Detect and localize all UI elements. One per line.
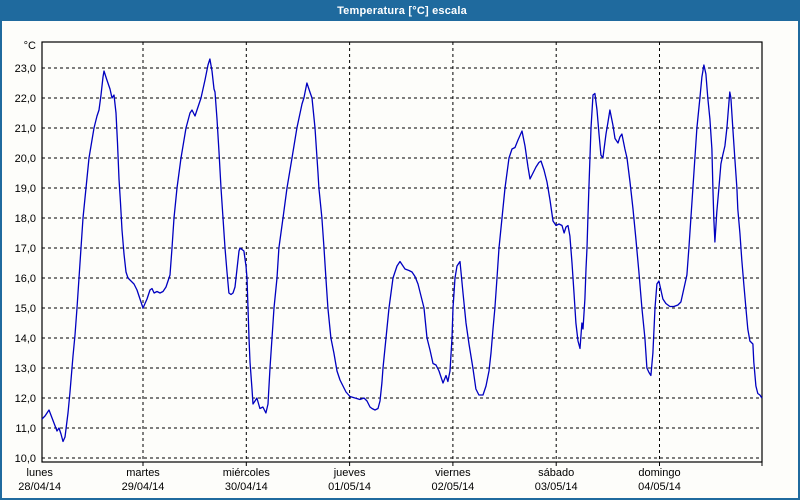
y-tick-label: 15,0 <box>15 303 36 315</box>
x-date-label: 03/05/14 <box>535 481 578 493</box>
x-date-label: 29/04/14 <box>122 481 165 493</box>
y-tick-label: 20,0 <box>15 153 36 165</box>
plot-frame <box>41 41 763 463</box>
window-title: Temperatura [°C] escala <box>337 4 467 17</box>
x-date-label: 02/05/14 <box>431 481 474 493</box>
y-tick-label: 11,0 <box>15 423 36 435</box>
x-day-label: martes <box>126 467 160 479</box>
x-day-label: jueves <box>333 467 366 479</box>
x-date-label: 04/05/14 <box>638 481 681 493</box>
y-axis-unit-label: °C <box>24 40 36 52</box>
y-tick-label: 23,0 <box>15 63 36 75</box>
x-day-label: domingo <box>638 467 680 479</box>
x-day-label: lunes <box>27 467 54 479</box>
y-tick-label: 18,0 <box>15 213 36 225</box>
x-date-label: 01/05/14 <box>328 481 371 493</box>
title-bar: Temperatura [°C] escala <box>2 2 798 21</box>
y-tick-label: 10,0 <box>15 453 36 465</box>
temperature-line <box>41 58 763 443</box>
y-tick-label: 21,0 <box>15 123 36 135</box>
x-day-label: sábado <box>538 467 574 479</box>
x-date-label: 28/04/14 <box>18 481 61 493</box>
y-tick-label: 14,0 <box>15 333 36 345</box>
x-day-label: miércoles <box>223 467 271 479</box>
y-tick-label: 12,0 <box>15 393 36 405</box>
y-tick-label: 16,0 <box>15 273 36 285</box>
y-tick-label: 13,0 <box>15 363 36 375</box>
x-date-label: 30/04/14 <box>225 481 268 493</box>
x-day-label: viernes <box>435 467 471 479</box>
y-tick-label: 19,0 <box>15 183 36 195</box>
y-tick-label: 17,0 <box>15 243 36 255</box>
y-tick-label: 22,0 <box>15 93 36 105</box>
